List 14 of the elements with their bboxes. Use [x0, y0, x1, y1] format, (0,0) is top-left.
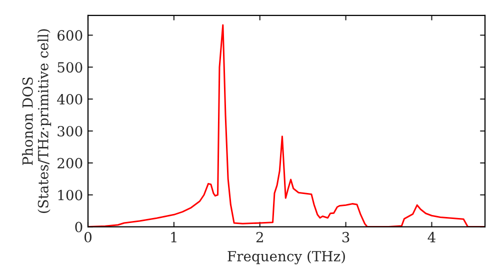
x-tick-label: 4: [428, 232, 436, 242]
x-tick-label: 3: [342, 232, 350, 242]
x-axis-title: Frequency (THz): [228, 250, 345, 264]
y-tick-label: 400: [57, 94, 82, 105]
y-tick-label: 500: [58, 62, 82, 73]
x-tick-label: 1: [171, 232, 176, 242]
y-tick-label: 100: [58, 190, 82, 200]
x-tick-label: 0: [84, 232, 92, 242]
x-tick-label: 2: [256, 232, 263, 242]
y-tick-label: 200: [58, 158, 82, 168]
y-axis-title: Phonon DOS (States/THz·primitive cell): [22, 29, 52, 213]
y-tick-label: 300: [58, 126, 82, 136]
y-tick-label: 0: [75, 222, 82, 232]
y-tick-label: 600: [58, 30, 82, 41]
